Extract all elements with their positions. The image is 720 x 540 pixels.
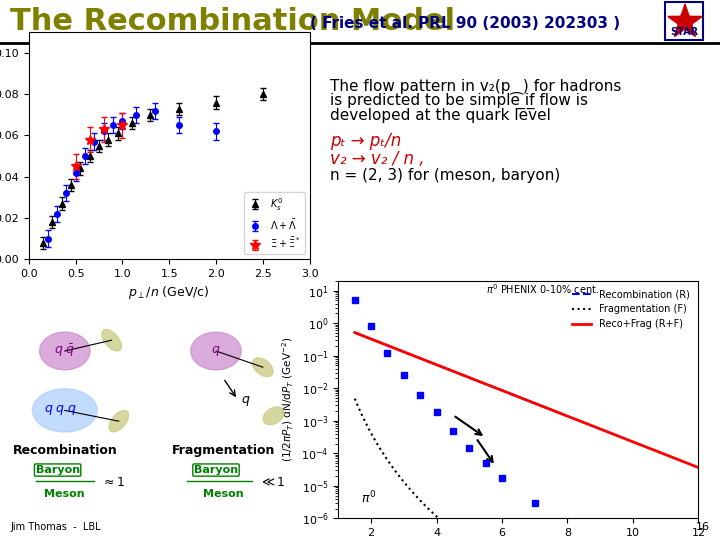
Fragmentation (F) <box>351 395 359 402</box>
Text: $\approx 1$: $\approx 1$ <box>101 476 125 489</box>
Reco+Frag (R+F) <box>665 453 673 459</box>
Text: STAR: STAR <box>670 27 698 37</box>
Ellipse shape <box>191 332 241 370</box>
Reco+Frag (R+F) <box>677 457 685 464</box>
Text: Baryon: Baryon <box>194 465 238 475</box>
Text: The flow pattern in v₂(p⁔) for hadrons: The flow pattern in v₂(p⁔) for hadrons <box>330 78 621 94</box>
Recombination (R) <box>351 329 359 336</box>
Text: $\pi^0$: $\pi^0$ <box>361 489 377 506</box>
Text: v₂ → v₂ / n ,: v₂ → v₂ / n , <box>330 150 425 168</box>
Text: $q$: $q$ <box>211 344 221 358</box>
Line: Fragmentation (F): Fragmentation (F) <box>355 399 698 540</box>
Text: $q\ q\ q$: $q\ q\ q$ <box>45 403 78 417</box>
Text: Meson: Meson <box>203 489 243 499</box>
Text: n = (2, 3) for (meson, baryon): n = (2, 3) for (meson, baryon) <box>330 168 560 183</box>
Line: Reco+Frag (R+F): Reco+Frag (R+F) <box>355 333 698 468</box>
Text: Meson: Meson <box>45 489 85 499</box>
Ellipse shape <box>32 389 97 432</box>
Reco+Frag (R+F) <box>694 464 703 471</box>
Text: The Recombination Model: The Recombination Model <box>10 8 455 37</box>
Ellipse shape <box>263 407 284 424</box>
Text: Fragmentation: Fragmentation <box>171 443 275 457</box>
Legend: $K^0_s$, $\Lambda+\bar{\Lambda}$, $\Xi+\bar{\Xi}^*$: $K^0_s$, $\Lambda+\bar{\Lambda}$, $\Xi+\… <box>243 192 305 254</box>
Text: Recombination: Recombination <box>12 443 117 457</box>
Recombination (R) <box>563 413 572 420</box>
Ellipse shape <box>40 332 90 370</box>
Text: 16: 16 <box>696 522 710 532</box>
Y-axis label: $(1/2\pi P_T)$ dN/d$P_T$ (GeV$^{-2}$): $(1/2\pi P_T)$ dN/d$P_T$ (GeV$^{-2}$) <box>280 337 296 462</box>
Text: $q$: $q$ <box>241 394 251 408</box>
X-axis label: $p_\perp/n$ (GeV/c): $p_\perp/n$ (GeV/c) <box>128 285 210 301</box>
Ellipse shape <box>109 410 129 432</box>
Ellipse shape <box>253 358 273 376</box>
Text: $\ll 1$: $\ll 1$ <box>259 476 286 489</box>
Reco+Frag (R+F) <box>372 338 380 344</box>
Text: pₜ → pₜ/n: pₜ → pₜ/n <box>330 132 401 150</box>
Legend: Recombination (R), Fragmentation (F), Reco+Frag (R+F): Recombination (R), Fragmentation (F), Re… <box>567 286 693 333</box>
Recombination (R) <box>391 346 400 352</box>
Recombination (R) <box>546 406 554 413</box>
Ellipse shape <box>102 329 122 351</box>
Polygon shape <box>668 4 702 37</box>
Recombination (R) <box>460 373 469 379</box>
Text: Baryon: Baryon <box>35 465 80 475</box>
Text: is predicted to be simple ̲if̲ flow is: is predicted to be simple ̲if̲ flow is <box>330 93 588 109</box>
Reco+Frag (R+F) <box>364 335 373 341</box>
Text: developed at the quark level: developed at the quark level <box>330 108 551 123</box>
Fragmentation (F) <box>431 511 439 518</box>
Text: $\pi^0$ PHENIX 0-10% cent.: $\pi^0$ PHENIX 0-10% cent. <box>486 282 599 296</box>
Fragmentation (F) <box>416 498 425 504</box>
Text: Jim Thomas  -  LBL: Jim Thomas - LBL <box>10 522 101 532</box>
Line: Recombination (R): Recombination (R) <box>355 333 567 416</box>
Text: ( Fries et al. PRL 90 (2003) 202303 ): ( Fries et al. PRL 90 (2003) 202303 ) <box>310 17 620 31</box>
Reco+Frag (R+F) <box>414 354 423 361</box>
Reco+Frag (R+F) <box>351 329 359 336</box>
Recombination (R) <box>477 379 486 386</box>
Reco+Frag (R+F) <box>442 365 451 372</box>
Recombination (R) <box>400 349 408 355</box>
Recombination (R) <box>552 409 561 415</box>
Text: $q\ \bar{q}$: $q\ \bar{q}$ <box>54 343 76 359</box>
